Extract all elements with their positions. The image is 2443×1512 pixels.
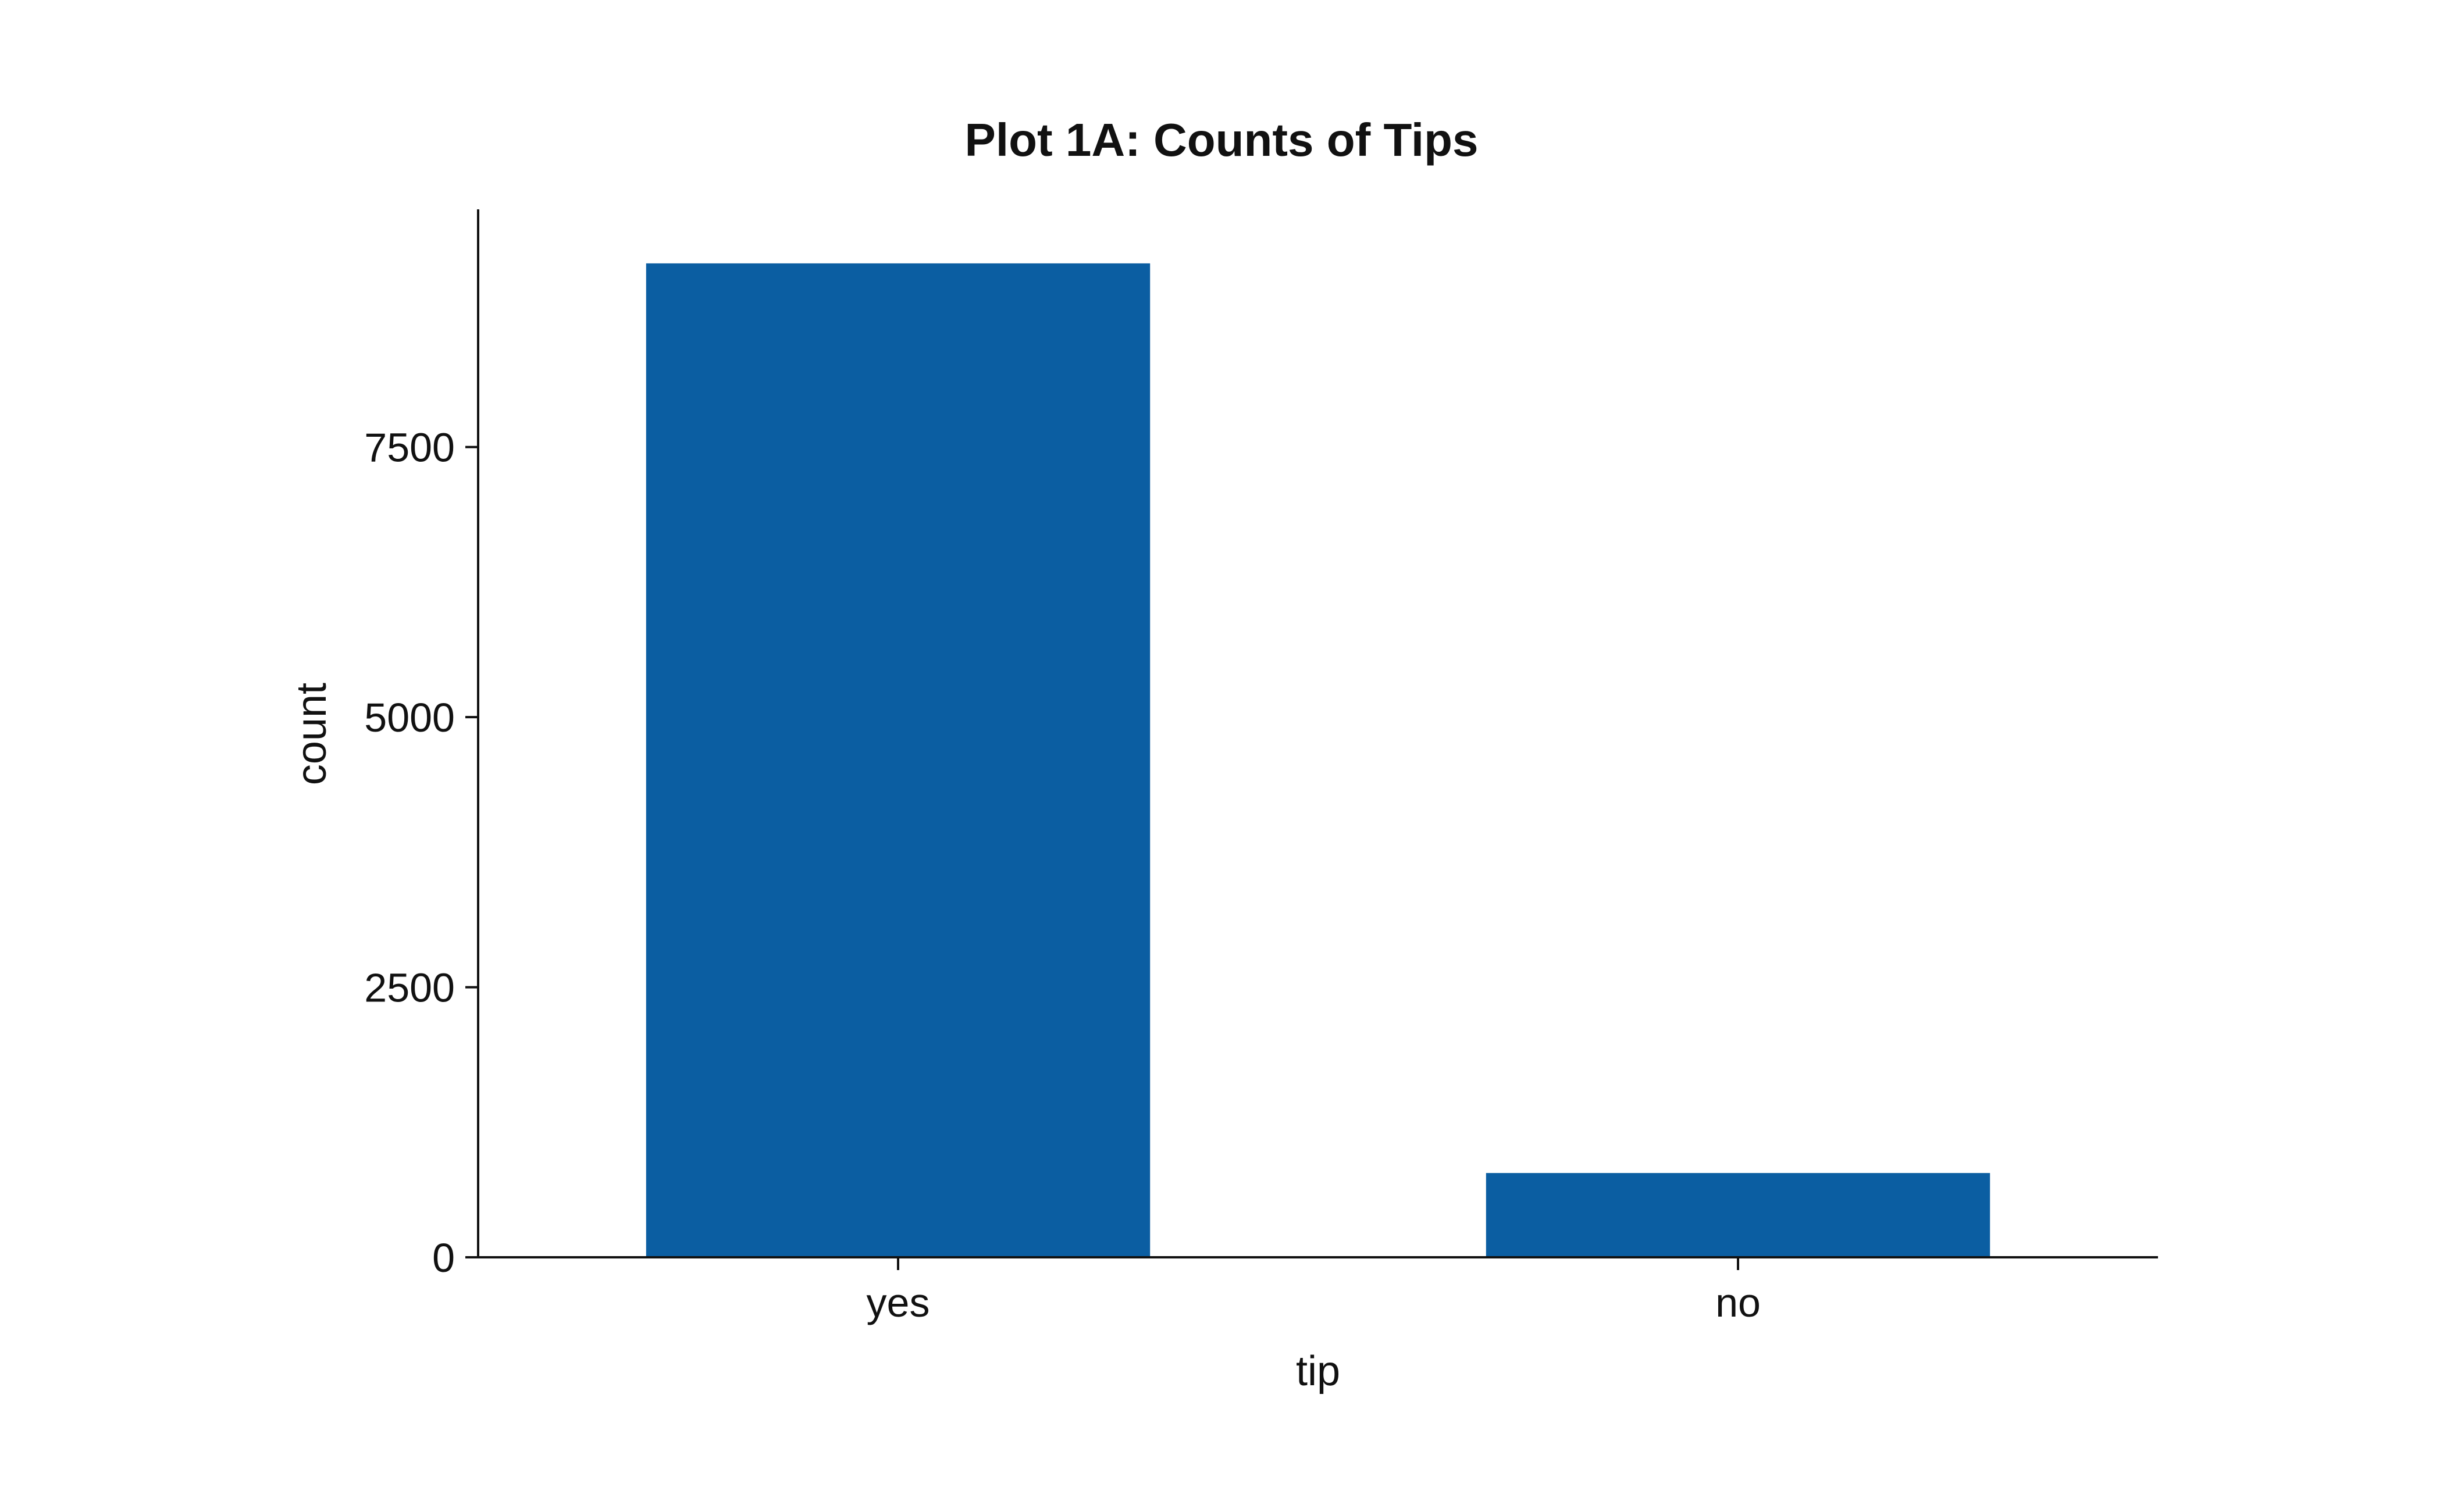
y-axis-ticks: 0 2500 5000 7500 — [364, 425, 478, 1281]
bar-no — [1486, 1173, 1990, 1257]
bars-group — [646, 263, 1990, 1257]
x-axis-ticks: yes no — [867, 1257, 1761, 1325]
y-tick-label: 7500 — [364, 425, 455, 470]
chart-title: Plot 1A: Counts of Tips — [965, 114, 1479, 166]
y-axis-label: count — [289, 683, 335, 785]
x-tick-label: no — [1715, 1280, 1761, 1325]
x-axis-label: tip — [1296, 1348, 1340, 1395]
x-tick-label: yes — [867, 1280, 930, 1325]
y-tick-label: 5000 — [364, 695, 455, 740]
y-tick-label: 0 — [432, 1235, 455, 1281]
y-tick-label: 2500 — [364, 965, 455, 1011]
bar-yes — [646, 263, 1151, 1257]
